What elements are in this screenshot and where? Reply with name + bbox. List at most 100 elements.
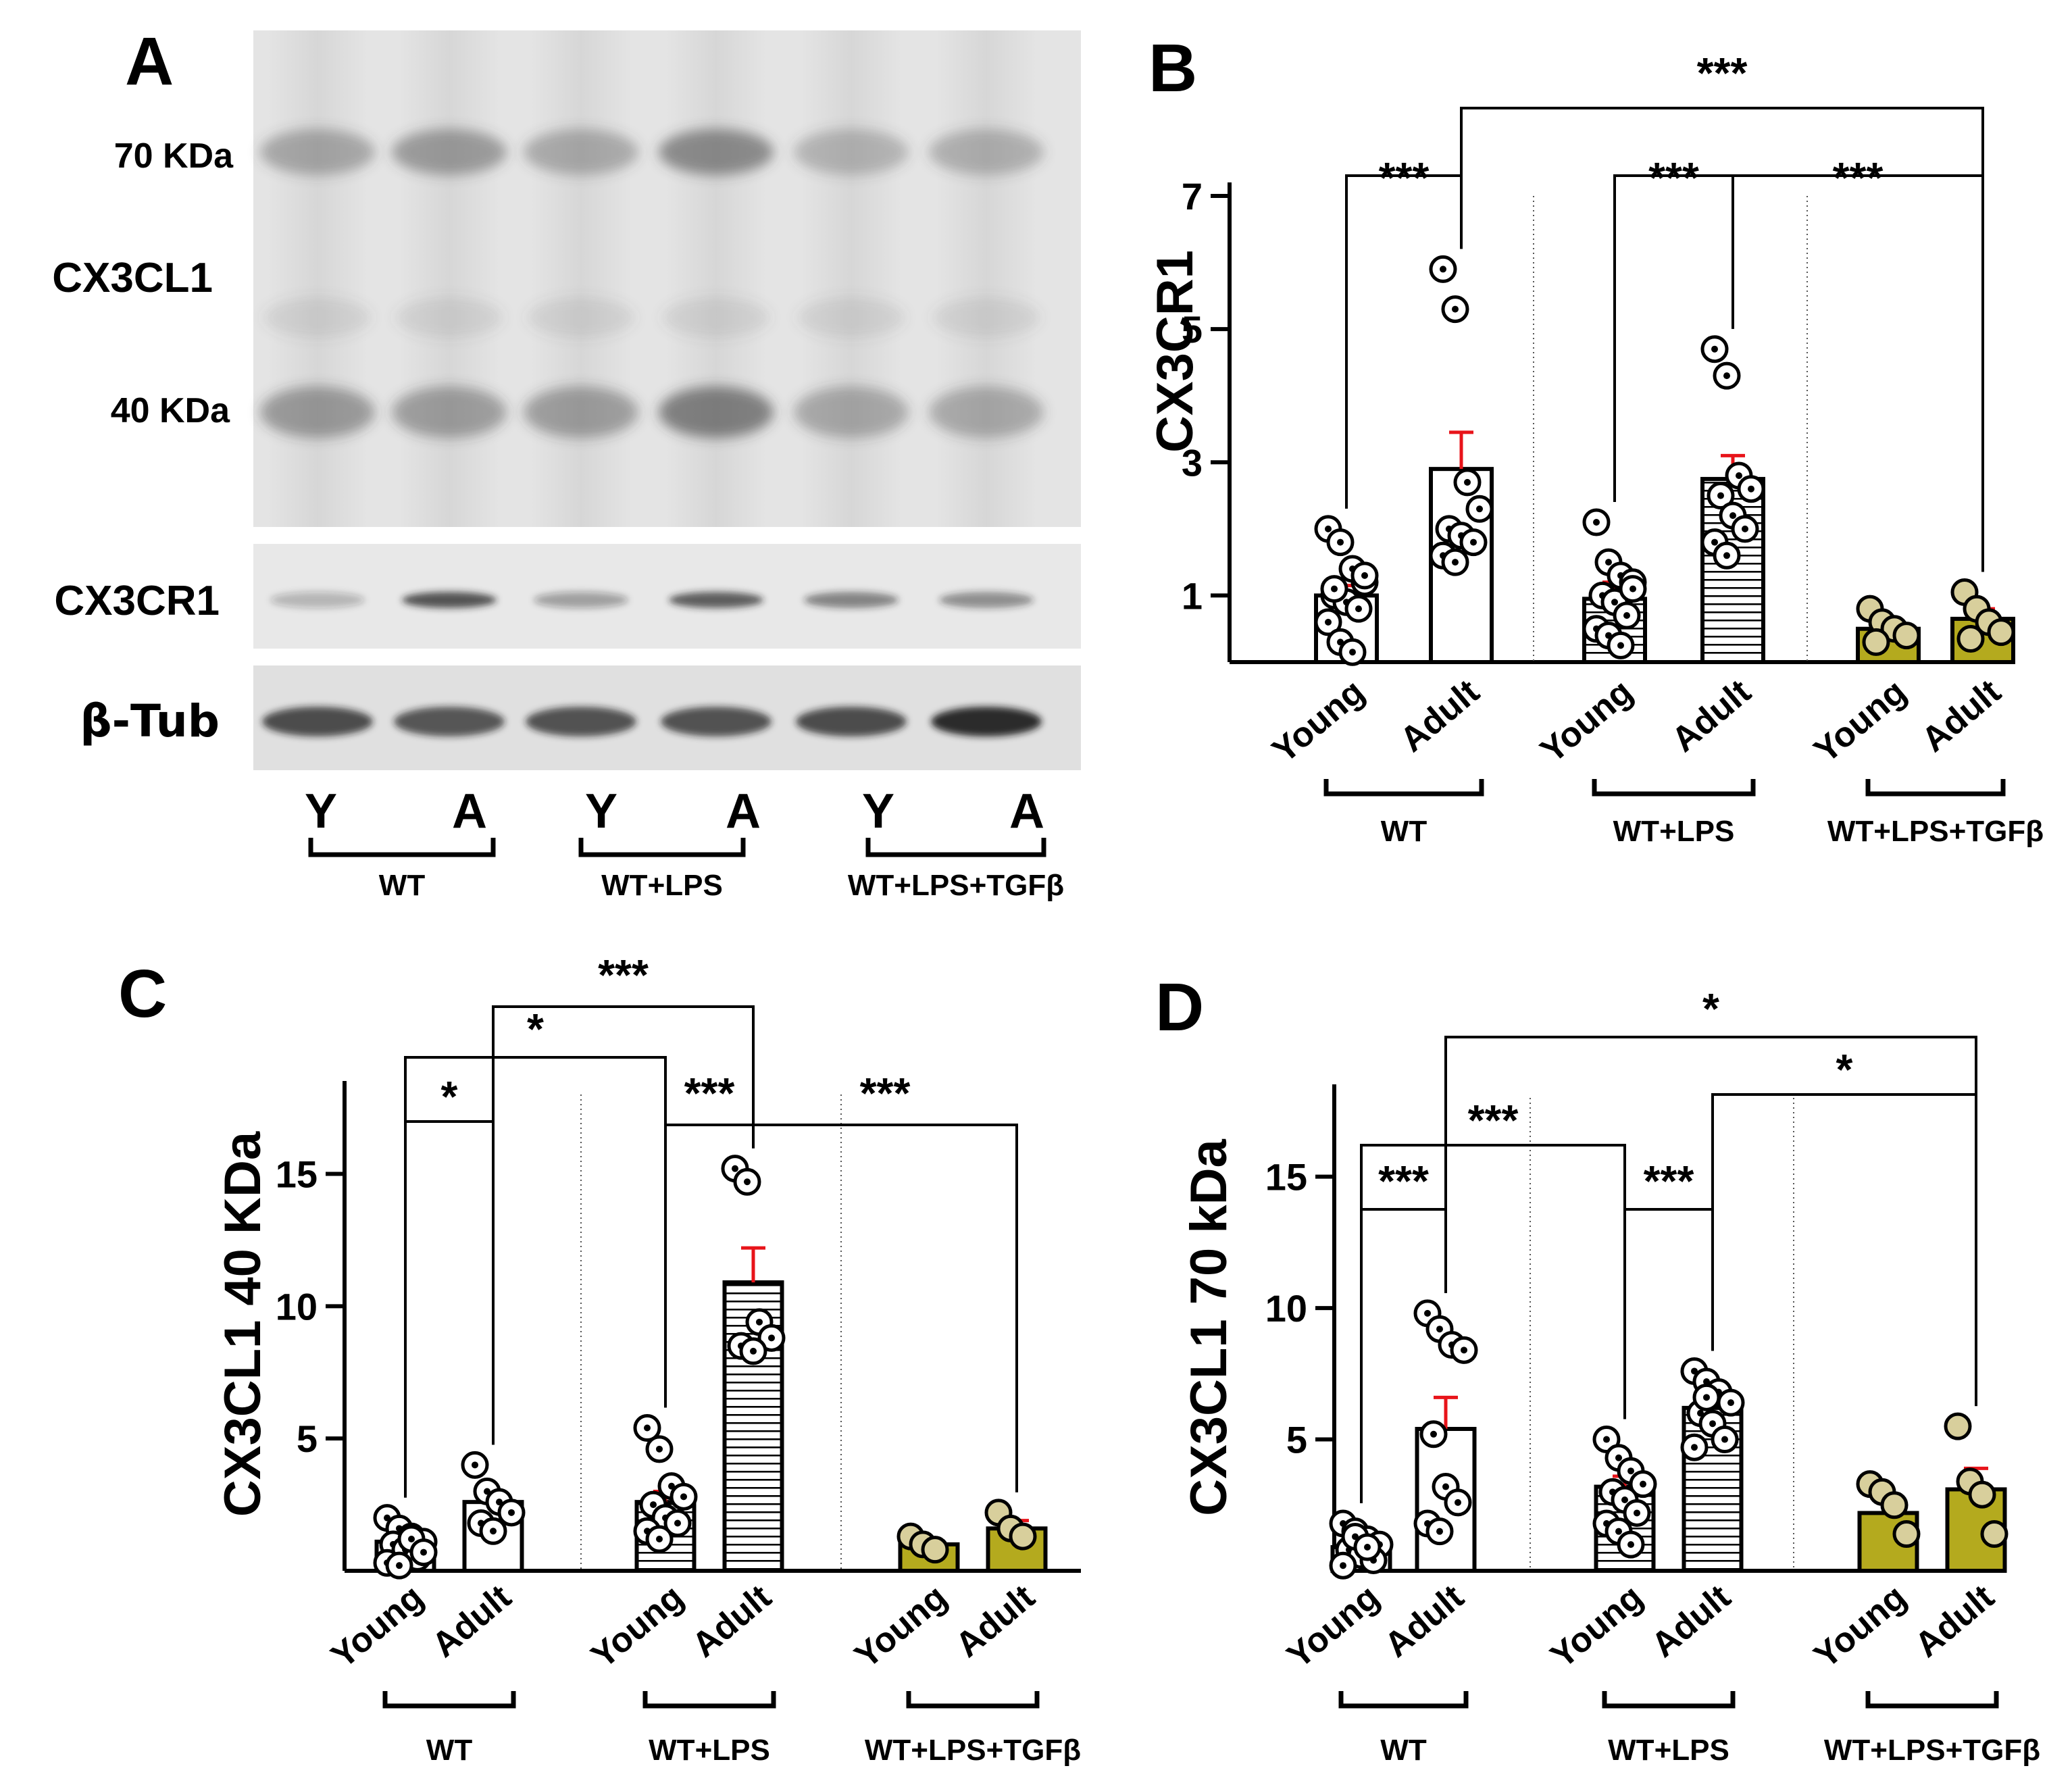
- y-tick-label: 5: [1286, 1419, 1307, 1461]
- label-cx3cr1: CX3CR1: [54, 578, 220, 624]
- panel-a-letter: A: [125, 24, 174, 99]
- data-point-center: [1605, 559, 1612, 566]
- data-point-center: [1331, 585, 1338, 593]
- lane-label: A: [452, 784, 487, 838]
- label-40kda: 40 KDa: [111, 391, 230, 430]
- data-point-center: [1455, 1499, 1461, 1506]
- significance-label: ***: [860, 1069, 911, 1117]
- data-point-center: [1717, 492, 1724, 499]
- data-point: [1862, 628, 1890, 656]
- data-point-center: [1727, 1399, 1734, 1407]
- panel-c-letter: C: [118, 956, 167, 1032]
- data-point-center: [1629, 585, 1636, 593]
- blot-band-40kda: [929, 386, 1044, 438]
- y-axis-title: CX3CL1 40 KDa: [214, 1131, 272, 1517]
- lane-shade-4: [665, 30, 767, 527]
- data-point: [1892, 622, 1921, 650]
- data-point-center: [1325, 618, 1332, 626]
- data-point-center: [1464, 478, 1471, 486]
- blot-band-tubulin: [262, 707, 373, 736]
- data-point-center: [1703, 1394, 1710, 1401]
- data-point-center: [1364, 1544, 1371, 1551]
- data-point: [1987, 618, 2015, 647]
- data-point-center: [650, 1501, 657, 1509]
- y-tick-label: 1: [1182, 574, 1203, 617]
- group-label: WT: [426, 1734, 473, 1767]
- data-point: [1880, 1491, 1909, 1519]
- blot-band-40kda: [524, 386, 638, 438]
- y-tick-label: 10: [1265, 1287, 1307, 1330]
- data-point: [1980, 1520, 2008, 1549]
- blot-band-faint: [527, 297, 635, 338]
- y-axis-title: CX3CR1: [1146, 250, 1204, 453]
- y-tick-label: 5: [1182, 308, 1203, 351]
- group-bracket: [642, 1691, 776, 1709]
- panel-b-letter: B: [1148, 30, 1197, 106]
- group-label: WT+LPS: [649, 1734, 770, 1767]
- group-bracket: [1602, 1691, 1736, 1709]
- significance-bracket: [492, 1005, 755, 1445]
- data-point-center: [1442, 1483, 1449, 1490]
- significance-label: ***: [1468, 1096, 1519, 1144]
- blot-top-membrane: [253, 30, 1081, 527]
- y-tick-label: 15: [1265, 1156, 1307, 1199]
- blot-band-faint: [662, 297, 770, 338]
- data-point-center: [420, 1549, 427, 1556]
- data-point: [921, 1536, 949, 1564]
- band-row-faint: [263, 297, 1040, 338]
- blot-band-70kda: [260, 129, 375, 175]
- y-tick-label: 15: [276, 1153, 318, 1196]
- significance-bracket: [752, 1124, 1018, 1492]
- data-point: [1944, 1412, 1972, 1440]
- group-bracket: [1592, 779, 1756, 797]
- significance-bracket: [404, 1120, 495, 1498]
- blot-band-70kda: [929, 129, 1044, 175]
- category-label: Adult: [1908, 1578, 2002, 1665]
- panel-d-letter: D: [1155, 970, 1204, 1045]
- data-point-center: [1748, 485, 1754, 493]
- blot-band-faint: [395, 297, 503, 338]
- data-point: [1892, 1520, 1921, 1549]
- lane-labels: Y A Y A Y A WT WT+LPS WT+LPS+TGFβ: [305, 784, 1064, 902]
- blot-band-40kda: [659, 386, 774, 438]
- significance-label: ***: [1648, 153, 1699, 202]
- significance-label: ***: [598, 951, 649, 999]
- significance-label: ***: [1644, 1157, 1694, 1205]
- significance-label: *: [441, 1072, 458, 1121]
- data-point-center: [1337, 538, 1344, 546]
- data-point-center: [472, 1461, 478, 1469]
- group-label: WT+LPS: [1608, 1734, 1729, 1767]
- category-label: Adult: [685, 1578, 779, 1665]
- data-point-center: [1640, 1480, 1646, 1488]
- band-row-cx3cr1: [270, 592, 1034, 608]
- group-bracket: [308, 838, 496, 857]
- data-point-center: [1617, 642, 1624, 649]
- data-point-center: [1603, 1436, 1610, 1443]
- data-point-center: [1461, 1346, 1467, 1354]
- blot-band-40kda: [392, 386, 507, 438]
- significance-bracket: [1732, 174, 1984, 572]
- data-point-center: [1611, 599, 1618, 606]
- data-point-center: [1325, 525, 1332, 532]
- data-point-center: [1711, 345, 1718, 353]
- blot-band-70kda: [524, 129, 638, 175]
- data-point-center: [408, 1536, 415, 1542]
- blot-band-cx3cr1: [804, 592, 899, 608]
- blot-band-70kda: [392, 129, 507, 175]
- group-label: WT+LPS+TGFβ: [1827, 815, 2044, 848]
- data-point-center: [1436, 1326, 1443, 1333]
- significance-label: *: [1836, 1045, 1853, 1094]
- data-point-center: [1621, 1496, 1628, 1503]
- blot-band-cx3cr1: [534, 592, 628, 608]
- data-point-center: [1361, 572, 1368, 579]
- group-bracket: [382, 1691, 516, 1709]
- data-point-center: [1627, 1541, 1634, 1549]
- data-point-center: [1736, 472, 1742, 479]
- band-row-tubulin: [262, 707, 1042, 736]
- group-label: WT+LPS+TGFβ: [865, 1734, 1081, 1767]
- blot-band-cx3cr1: [402, 592, 497, 608]
- data-point-center: [1355, 605, 1362, 613]
- data-point-center: [1711, 538, 1718, 546]
